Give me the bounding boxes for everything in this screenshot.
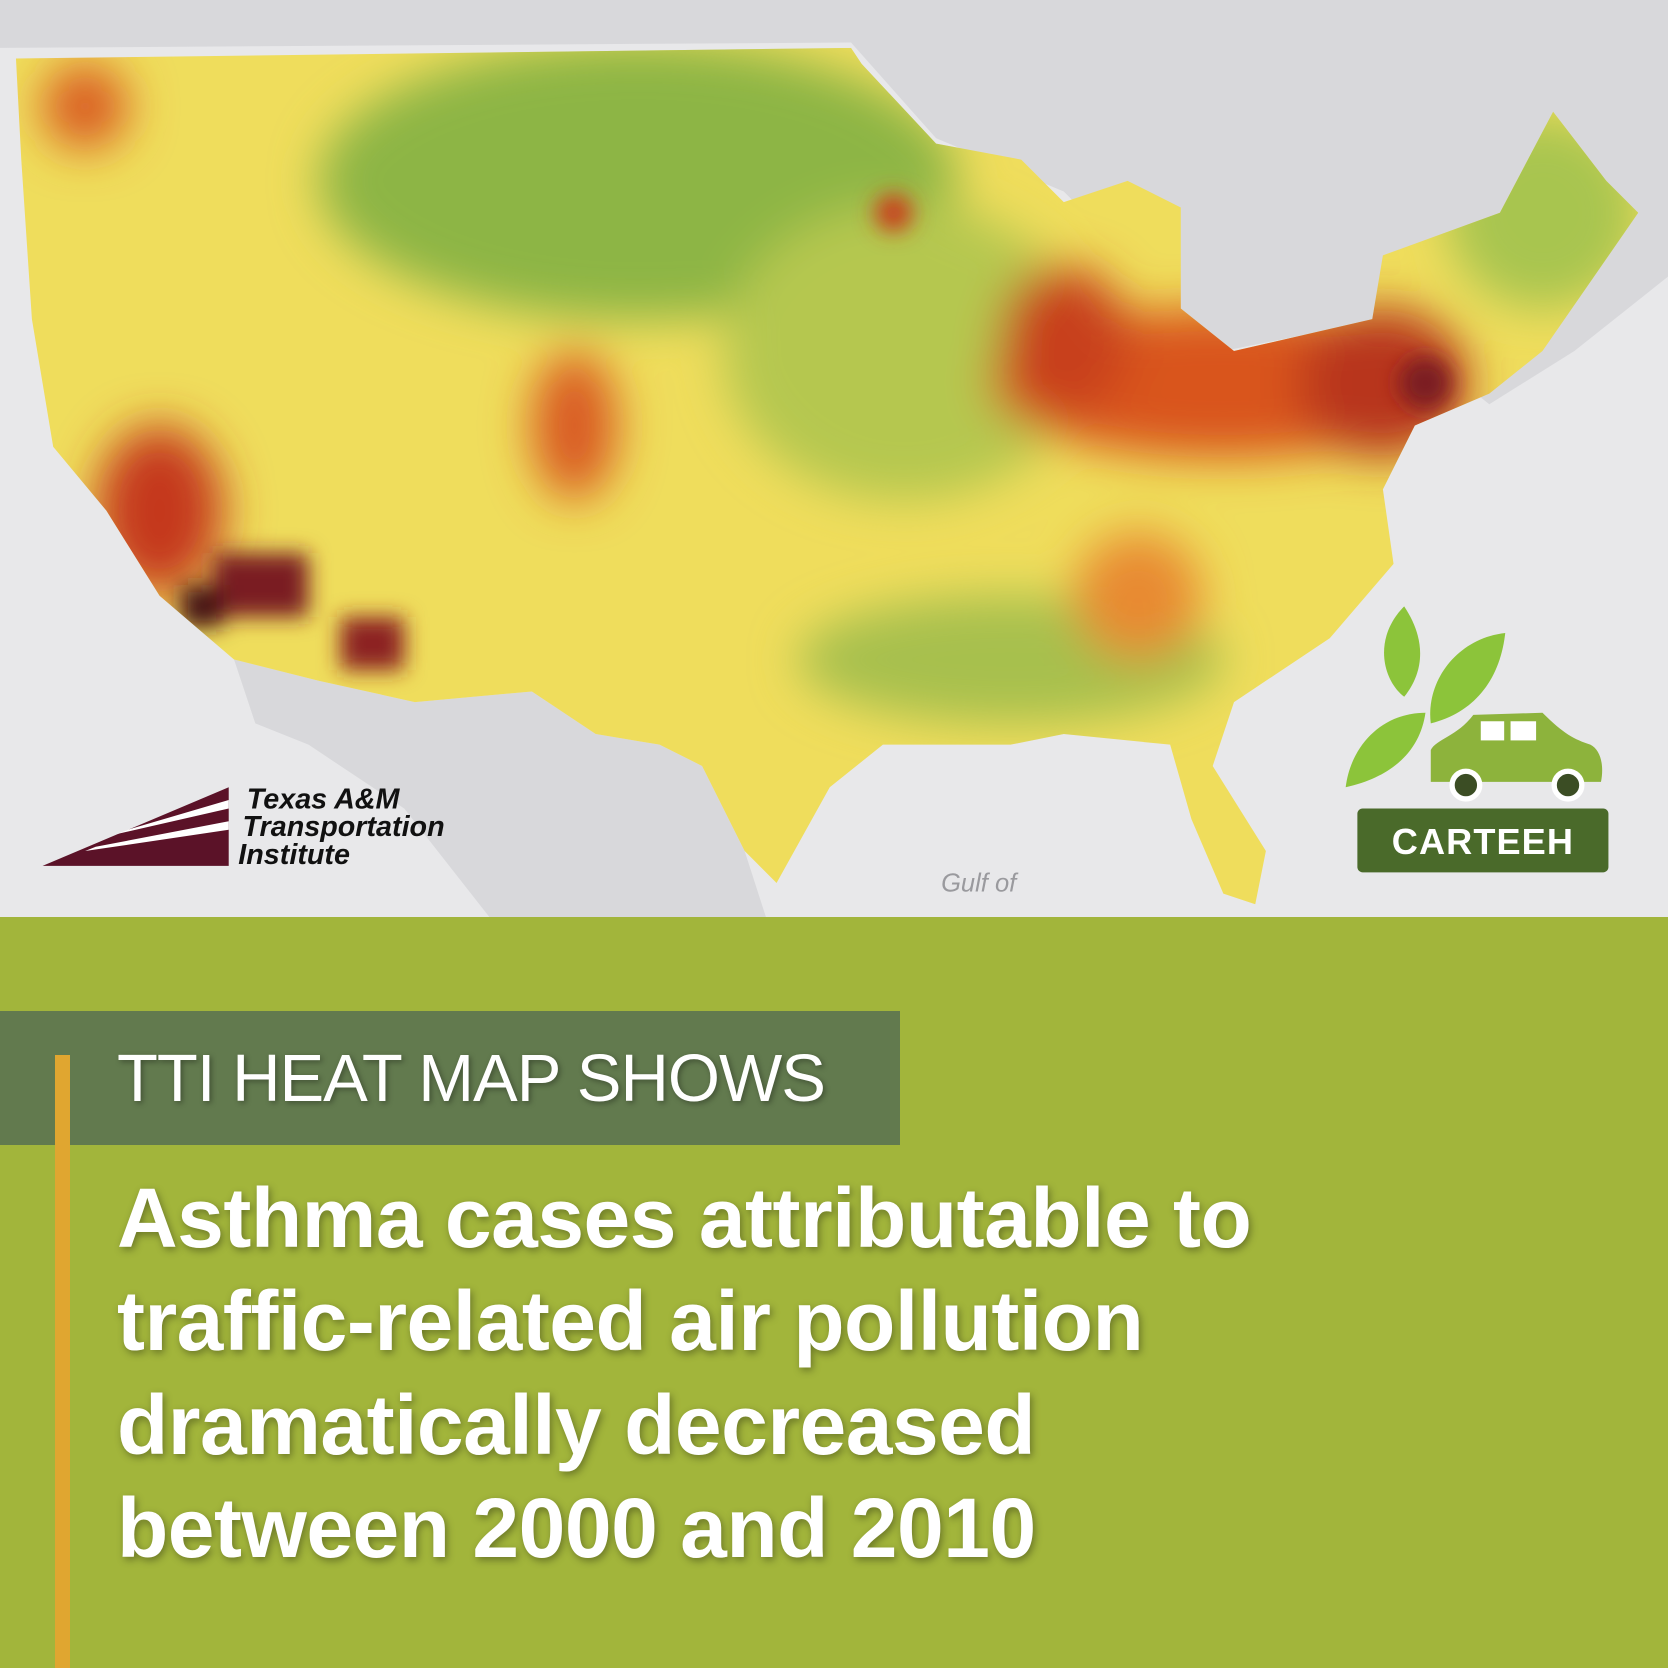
car — [1430, 712, 1603, 782]
kicker: TTI HEAT MAP SHOWS — [117, 1041, 826, 1116]
heat-map: Gulf of Texas A&M Transportation Institu… — [0, 0, 1668, 917]
wheel — [1551, 768, 1585, 802]
headline-line: traffic-related air pollution — [117, 1274, 1144, 1368]
zone — [212, 553, 309, 618]
logo-text: Texas A&M — [247, 783, 401, 815]
logo-text: Institute — [238, 839, 350, 871]
headline-line: between 2000 and 2010 — [117, 1481, 1036, 1575]
car-window — [1480, 721, 1505, 741]
logo-text: Transportation — [243, 811, 445, 843]
leaf — [1430, 632, 1506, 724]
zone — [340, 617, 405, 671]
accent-bar — [55, 1055, 70, 1668]
zone — [1074, 531, 1203, 660]
logo-stripe — [85, 799, 229, 852]
leaf — [1345, 712, 1426, 788]
zone — [42, 63, 128, 149]
badge — [1357, 808, 1609, 873]
carteeh-logo: CARTEEH — [1345, 606, 1609, 873]
kicker-banner — [0, 1011, 900, 1145]
zone — [999, 265, 1128, 415]
logo-mark — [42, 787, 229, 866]
zone — [874, 193, 913, 232]
badge-text: CARTEEH — [1392, 821, 1574, 862]
headline-line: Asthma cases attributable to — [117, 1171, 1252, 1265]
car-window — [1510, 721, 1537, 741]
zone — [531, 351, 617, 500]
zone — [1297, 308, 1469, 458]
tti-logo: Texas A&M Transportation Institute — [42, 783, 445, 871]
headline-line: dramatically decreased — [117, 1378, 1036, 1472]
zone — [1398, 356, 1453, 410]
wheel — [1449, 768, 1483, 802]
leaf — [1384, 606, 1421, 697]
land-north — [0, 0, 1668, 405]
water-label: Gulf of — [941, 869, 1019, 897]
zone — [723, 202, 1086, 500]
land-south — [234, 659, 766, 917]
